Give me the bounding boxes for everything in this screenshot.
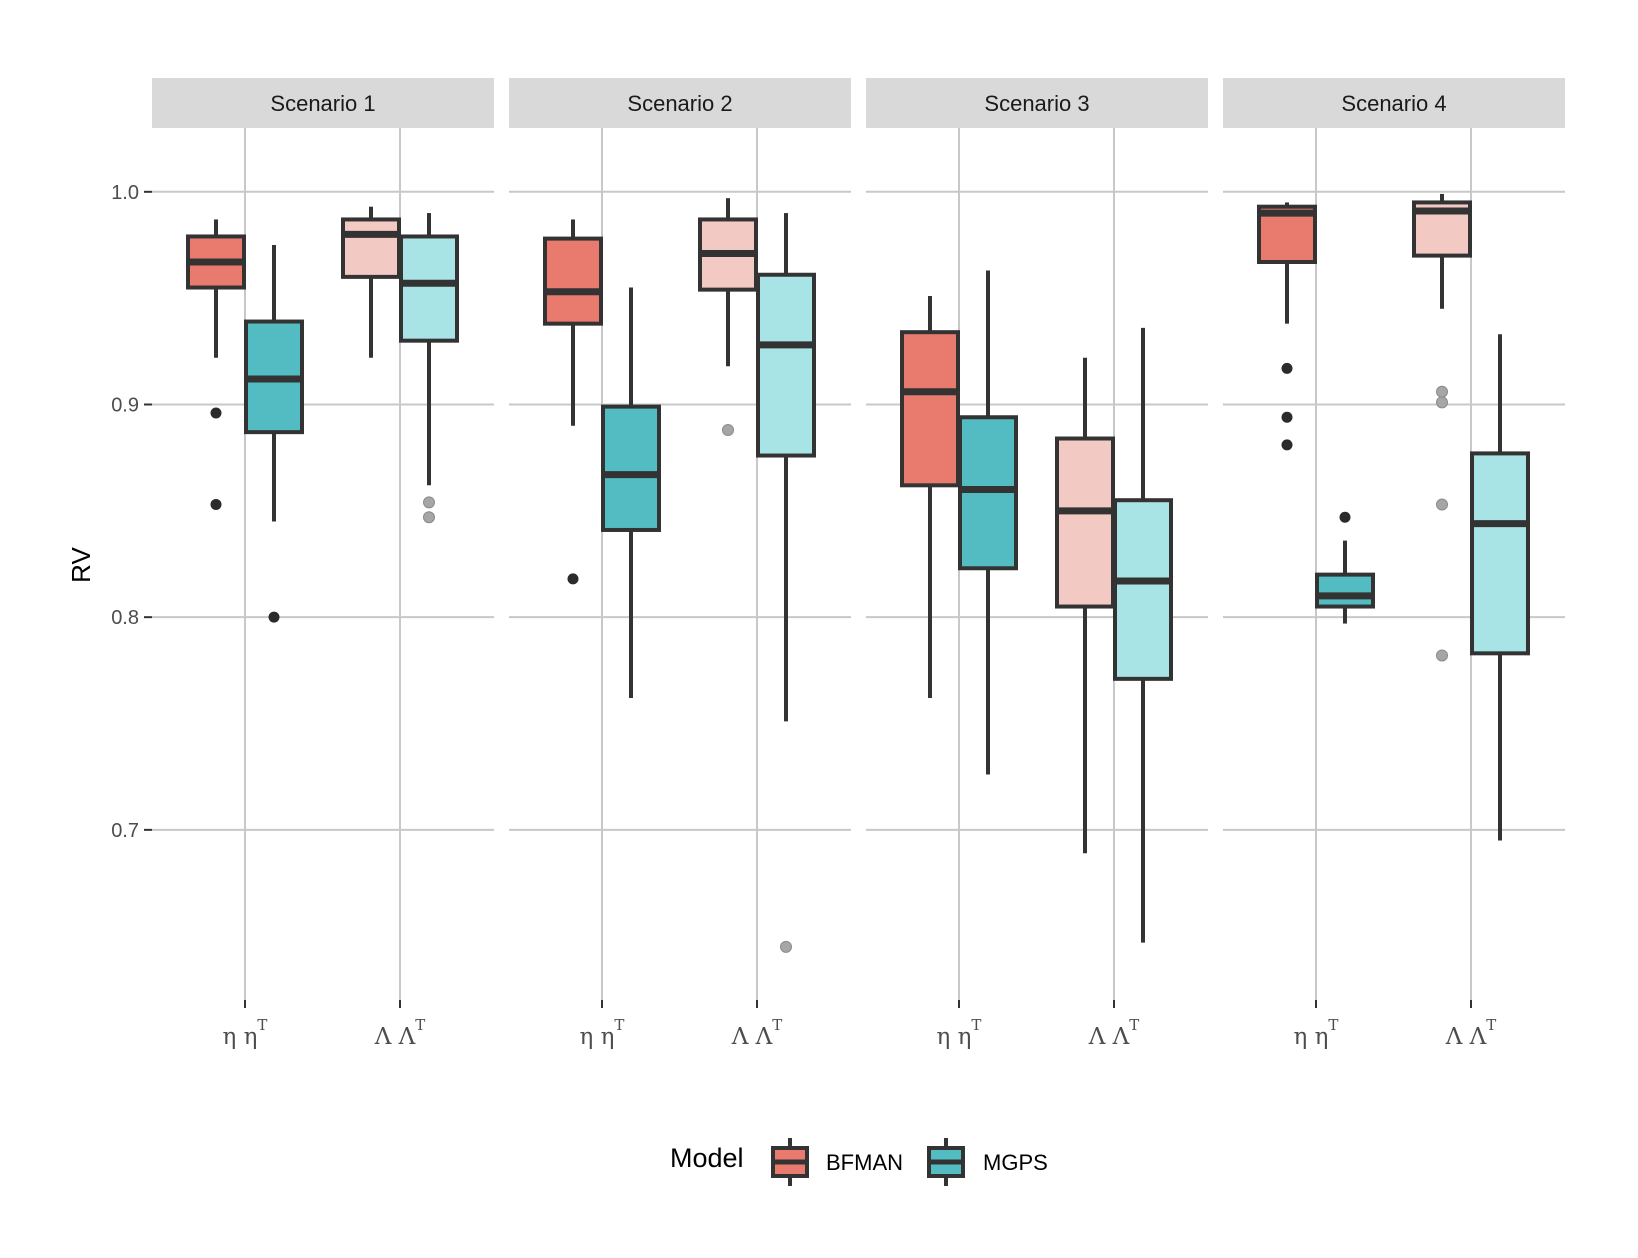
panel-strip <box>1223 78 1565 128</box>
legend-title: Model <box>670 1143 744 1173</box>
box-bfman <box>543 219 603 585</box>
outlier-point <box>722 424 734 437</box>
outlier-point <box>780 940 792 953</box>
outlier-point <box>567 573 579 585</box>
panel-4: Scenario 4 η ηT Λ ΛT <box>1223 78 1565 1050</box>
x-tick-label: Λ ΛT <box>731 1016 783 1050</box>
panel-3: Scenario 3 η ηT Λ ΛT <box>866 78 1208 1050</box>
box-iqr <box>756 272 816 458</box>
panel-strip <box>866 78 1208 128</box>
box-mgps <box>756 213 816 953</box>
panel-title: Scenario 2 <box>627 91 732 116</box>
x-tick-label: Λ ΛT <box>1445 1016 1497 1050</box>
y-tick-label: 1.0 <box>111 182 139 204</box>
outlier-point <box>1281 439 1293 451</box>
y-axis-label: RV <box>66 547 96 583</box>
box-iqr <box>1470 451 1530 656</box>
outlier-point <box>423 496 435 509</box>
box-iqr <box>341 217 401 279</box>
legend-label-bfman: BFMAN <box>826 1150 903 1175</box>
panel-title: Scenario 3 <box>984 91 1089 116</box>
box-mgps <box>1315 511 1375 624</box>
box-mgps <box>1113 327 1173 943</box>
x-tick-label: Λ ΛT <box>374 1016 426 1050</box>
box-mgps <box>244 244 304 623</box>
box-bfman <box>341 206 401 358</box>
outlier-point <box>1281 362 1293 374</box>
y-tick-label: 0.7 <box>111 820 139 842</box>
x-tick-label: η ηT <box>580 1016 625 1050</box>
outlier-point <box>210 407 222 419</box>
legend-key-bfman <box>771 1138 809 1186</box>
panel-2: Scenario 2 η ηT Λ ΛT <box>509 78 851 1050</box>
outlier-point <box>423 511 435 524</box>
outlier-point <box>268 611 280 623</box>
panel-strip <box>509 78 851 128</box>
box-iqr <box>601 404 661 532</box>
outlier-point <box>1436 498 1448 511</box>
box-mgps <box>958 270 1018 775</box>
x-tick-label: η ηT <box>1294 1016 1339 1050</box>
box-bfman <box>698 198 758 437</box>
outlier-point <box>1436 385 1448 398</box>
panel-strip <box>152 78 494 128</box>
legend-label-mgps: MGPS <box>983 1150 1048 1175</box>
panel-1: Scenario 1 η ηT Λ ΛT <box>152 78 494 1050</box>
box-iqr <box>1315 572 1375 609</box>
box-mgps <box>399 213 459 524</box>
box-bfman <box>1412 193 1472 662</box>
y-tick-label: 0.9 <box>111 394 139 416</box>
box-iqr <box>399 234 459 343</box>
box-mgps <box>601 287 661 698</box>
panel-title: Scenario 4 <box>1341 91 1446 116</box>
outlier-point <box>1436 649 1448 662</box>
box-bfman <box>1257 202 1317 451</box>
x-tick-label: η ηT <box>937 1016 982 1050</box>
box-bfman <box>1055 357 1115 854</box>
box-iqr <box>1113 498 1173 681</box>
box-iqr <box>1055 436 1115 609</box>
y-tick-label: 0.8 <box>111 607 139 629</box>
box-mgps <box>1470 334 1530 841</box>
outlier-point <box>1281 411 1293 423</box>
outlier-point <box>1339 511 1351 523</box>
outlier-point <box>1436 396 1448 409</box>
box-bfman <box>900 296 960 698</box>
x-tick-label: η ηT <box>223 1016 268 1050</box>
x-tick-label: Λ ΛT <box>1088 1016 1140 1050</box>
legend: Model BFMAN MGPS <box>670 1138 1048 1186</box>
box-bfman <box>186 219 246 510</box>
legend-key-mgps <box>927 1138 965 1186</box>
outlier-point <box>210 498 222 510</box>
box-iqr <box>543 236 603 326</box>
box-iqr <box>900 330 960 488</box>
panel-title: Scenario 1 <box>270 91 375 116</box>
y-axis: 0.7 0.8 0.9 1.0 <box>111 182 152 842</box>
